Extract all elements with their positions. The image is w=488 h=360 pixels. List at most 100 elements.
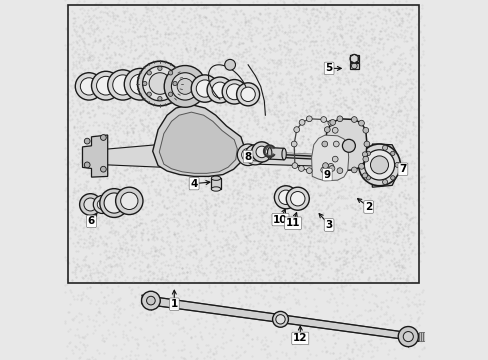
Point bbox=[158, 322, 166, 328]
Point bbox=[95, 122, 102, 128]
Point bbox=[281, 45, 289, 51]
Point bbox=[365, 187, 372, 193]
Point bbox=[77, 215, 85, 221]
Point bbox=[364, 217, 372, 223]
Point bbox=[418, 139, 426, 145]
Point bbox=[146, 337, 154, 343]
Point bbox=[380, 122, 388, 127]
Point bbox=[366, 307, 373, 313]
Point bbox=[98, 190, 106, 195]
Point bbox=[286, 70, 294, 76]
Point bbox=[77, 296, 85, 302]
Point bbox=[227, 352, 235, 357]
Point bbox=[413, 315, 421, 321]
Point bbox=[132, 356, 140, 360]
Point bbox=[120, 306, 128, 312]
Point bbox=[106, 60, 114, 66]
Point bbox=[312, 42, 320, 48]
Point bbox=[205, 48, 213, 54]
Point bbox=[322, 103, 329, 109]
Point bbox=[100, 338, 107, 344]
Point bbox=[143, 132, 151, 138]
Point bbox=[236, 108, 244, 114]
Point bbox=[398, 66, 406, 72]
Point bbox=[74, 161, 82, 167]
Point bbox=[336, 277, 344, 283]
Point bbox=[298, 96, 305, 102]
Point bbox=[116, 149, 123, 154]
Point bbox=[408, 76, 416, 82]
Point bbox=[162, 129, 170, 135]
Point bbox=[323, 60, 330, 66]
Point bbox=[95, 153, 103, 159]
Circle shape bbox=[84, 138, 90, 144]
Point bbox=[224, 234, 231, 240]
Point bbox=[374, 254, 382, 260]
Point bbox=[298, 38, 306, 44]
Point bbox=[243, 144, 250, 150]
Point bbox=[258, 223, 266, 229]
Point bbox=[412, 46, 420, 52]
Point bbox=[125, 14, 133, 20]
Point bbox=[283, 44, 291, 50]
Point bbox=[367, 330, 375, 336]
Point bbox=[339, 117, 347, 123]
Point bbox=[307, 249, 315, 255]
Point bbox=[301, 125, 308, 131]
Point bbox=[254, 155, 262, 161]
Point bbox=[118, 209, 126, 215]
Point bbox=[322, 107, 330, 113]
Point bbox=[270, 207, 278, 213]
Point bbox=[133, 340, 141, 346]
Point bbox=[323, 141, 331, 147]
Point bbox=[318, 266, 325, 272]
Point bbox=[276, 81, 284, 87]
Point bbox=[201, 237, 208, 242]
Point bbox=[291, 191, 299, 197]
Point bbox=[253, 300, 261, 306]
Point bbox=[163, 107, 171, 112]
Point bbox=[403, 152, 410, 158]
Point bbox=[328, 123, 336, 129]
Point bbox=[359, 131, 367, 137]
Point bbox=[138, 69, 145, 75]
Point bbox=[191, 250, 199, 256]
Point bbox=[289, 14, 297, 20]
Point bbox=[114, 84, 122, 90]
Circle shape bbox=[244, 145, 265, 165]
Point bbox=[68, 8, 76, 13]
Point bbox=[185, 48, 193, 53]
Point bbox=[97, 281, 104, 287]
Point bbox=[120, 73, 127, 79]
Point bbox=[131, 209, 139, 215]
Circle shape bbox=[362, 173, 366, 178]
Point bbox=[281, 56, 288, 62]
Point bbox=[272, 296, 280, 302]
Point bbox=[320, 46, 327, 52]
Point bbox=[144, 55, 152, 61]
Point bbox=[311, 108, 319, 114]
Point bbox=[103, 327, 111, 333]
Point bbox=[325, 235, 332, 241]
Point bbox=[378, 335, 386, 341]
Point bbox=[132, 237, 140, 242]
Point bbox=[308, 51, 316, 57]
Point bbox=[258, 241, 266, 247]
Point bbox=[336, 238, 344, 244]
Point bbox=[121, 322, 129, 328]
Point bbox=[239, 90, 246, 95]
Point bbox=[215, 174, 223, 179]
Point bbox=[390, 0, 398, 4]
Text: 2: 2 bbox=[365, 202, 371, 212]
Point bbox=[193, 39, 201, 45]
Point bbox=[202, 165, 209, 170]
Point bbox=[338, 138, 346, 144]
Point bbox=[398, 134, 406, 140]
Point bbox=[385, 166, 392, 172]
Point bbox=[341, 51, 349, 57]
Point bbox=[125, 356, 133, 360]
Point bbox=[213, 101, 221, 107]
Point bbox=[114, 138, 122, 144]
Point bbox=[356, 178, 364, 184]
Point bbox=[330, 11, 338, 17]
